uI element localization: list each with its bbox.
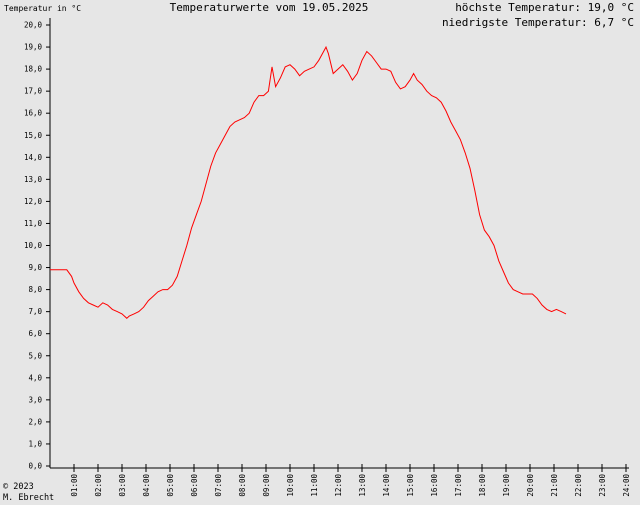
y-tick-label: 3,0 bbox=[28, 395, 42, 404]
y-tick-label: 20,0 bbox=[24, 21, 43, 30]
copyright-author: M. Ebrecht bbox=[3, 493, 54, 503]
y-tick-label: 4,0 bbox=[28, 373, 42, 382]
x-tick-label: 08:00 bbox=[238, 474, 247, 497]
y-tick-label: 6,0 bbox=[28, 329, 42, 338]
y-axis-ticks: 0,0 1,0 2,0 3,0 4,0 5,0 6,0 7,0 8,0 9,0 10,0 11,0 12… bbox=[24, 21, 50, 471]
y-tick-label: 19,0 bbox=[24, 43, 43, 52]
x-tick-label: 09:00 bbox=[262, 474, 271, 497]
y-tick-label: 2,0 bbox=[28, 417, 42, 426]
x-tick-label: 12:00 bbox=[334, 474, 343, 497]
x-tick-label: 14:00 bbox=[382, 474, 391, 497]
y-tick-label: 5,0 bbox=[28, 351, 42, 360]
y-tick-label: 7,0 bbox=[28, 307, 42, 316]
x-tick-label: 18:00 bbox=[478, 474, 487, 497]
x-tick-label: 16:00 bbox=[430, 474, 439, 497]
x-tick-label: 22:00 bbox=[574, 474, 583, 497]
min-temperature-label: niedrigste Temperatur: 6,7 °C bbox=[442, 16, 634, 29]
x-tick-label: 03:00 bbox=[118, 474, 127, 497]
temperature-series-line bbox=[50, 45, 567, 319]
y-tick-label: 11,0 bbox=[24, 219, 43, 228]
x-tick-label: 23:00 bbox=[598, 474, 607, 497]
y-tick-label: 8,0 bbox=[28, 285, 42, 294]
x-tick-label: 24:00 bbox=[622, 474, 631, 497]
y-tick-label: 17,0 bbox=[24, 87, 43, 96]
x-tick-label: 10:00 bbox=[286, 474, 295, 497]
y-tick-label: 18,0 bbox=[24, 65, 43, 74]
y-tick-label: 10,0 bbox=[24, 241, 43, 250]
x-tick-label: 06:00 bbox=[190, 474, 199, 497]
y-tick-label: 9,0 bbox=[28, 263, 42, 272]
y-tick-label: 15,0 bbox=[24, 131, 43, 140]
x-tick-label: 21:00 bbox=[550, 474, 559, 497]
x-tick-label: 05:00 bbox=[166, 474, 175, 497]
copyright-year: © 2023 bbox=[3, 482, 34, 492]
x-tick-label: 04:00 bbox=[142, 474, 151, 497]
x-tick-label: 19:00 bbox=[502, 474, 511, 497]
y-tick-label: 12,0 bbox=[24, 197, 43, 206]
x-tick-label: 01:00 bbox=[70, 474, 79, 497]
max-temperature-label: höchste Temperatur: 19,0 °C bbox=[455, 1, 634, 14]
y-tick-label: 1,0 bbox=[28, 439, 42, 448]
x-tick-label: 07:00 bbox=[214, 474, 223, 497]
x-tick-label: 20:00 bbox=[526, 474, 535, 497]
x-tick-label: 11:00 bbox=[310, 474, 319, 497]
x-tick-label: 15:00 bbox=[406, 474, 415, 497]
y-tick-label: 14,0 bbox=[24, 153, 43, 162]
chart-title: Temperaturwerte vom 19.05.2025 bbox=[170, 1, 369, 14]
y-axis-label: Temperatur in °C bbox=[4, 4, 81, 13]
x-tick-label: 02:00 bbox=[94, 474, 103, 497]
x-tick-label: 17:00 bbox=[454, 474, 463, 497]
x-tick-label: 13:00 bbox=[358, 474, 367, 497]
y-tick-label: 16,0 bbox=[24, 109, 43, 118]
y-tick-label: 13,0 bbox=[24, 175, 43, 184]
y-tick-label: 0,0 bbox=[28, 462, 42, 471]
x-axis-ticks: 01:00 02:00 03:00 04:00 05:00 06:00 07:00 08:00… bbox=[70, 464, 631, 497]
